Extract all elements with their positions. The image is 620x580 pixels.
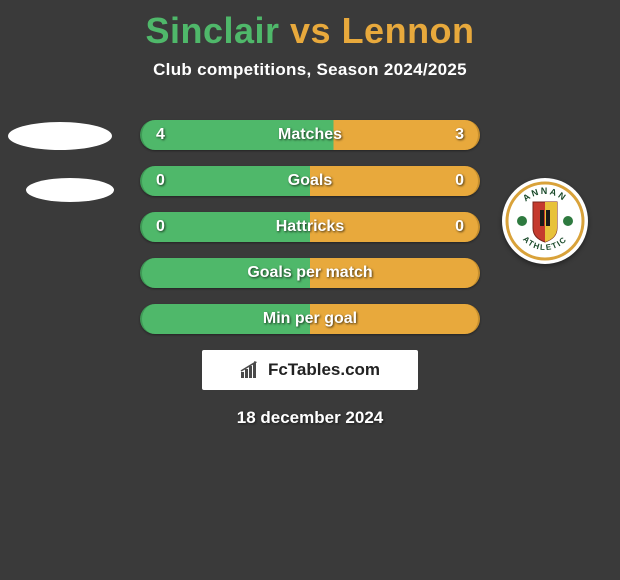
logo-box: FcTables.com: [202, 350, 418, 390]
club-crest: ANNAN ATHLETIC: [502, 178, 588, 264]
page-title: Sinclair vs Lennon: [0, 0, 620, 52]
stat-label: Goals per match: [196, 264, 424, 282]
date-text: 18 december 2024: [0, 408, 620, 428]
logo-text: FcTables.com: [268, 360, 380, 380]
stat-right-value: 0: [424, 172, 464, 190]
stat-right-value: 0: [424, 218, 464, 236]
stat-row: 0Hattricks0: [140, 212, 480, 242]
title-vs: vs: [280, 10, 342, 51]
stat-row: Goals per match: [140, 258, 480, 288]
title-right: Lennon: [342, 10, 475, 51]
stat-left-value: 0: [156, 218, 196, 236]
stat-right-value: 3: [424, 126, 464, 144]
left-decor-ellipse-2: [26, 178, 114, 202]
stat-label: Hattricks: [196, 218, 424, 236]
subtitle: Club competitions, Season 2024/2025: [0, 60, 620, 80]
left-decor-ellipse-1: [8, 122, 112, 150]
logo-bars-icon: [240, 361, 262, 379]
stats-container: 4Matches30Goals00Hattricks0Goals per mat…: [140, 120, 480, 334]
stat-row: 4Matches3: [140, 120, 480, 150]
stat-row: 0Goals0: [140, 166, 480, 196]
stat-left-value: 4: [156, 126, 196, 144]
stat-label: Goals: [196, 172, 424, 190]
stat-label: Min per goal: [196, 310, 424, 328]
stat-row: Min per goal: [140, 304, 480, 334]
stat-label: Matches: [196, 126, 424, 144]
crest-svg: ANNAN ATHLETIC: [504, 180, 586, 262]
stat-left-value: 0: [156, 172, 196, 190]
title-left: Sinclair: [145, 10, 279, 51]
